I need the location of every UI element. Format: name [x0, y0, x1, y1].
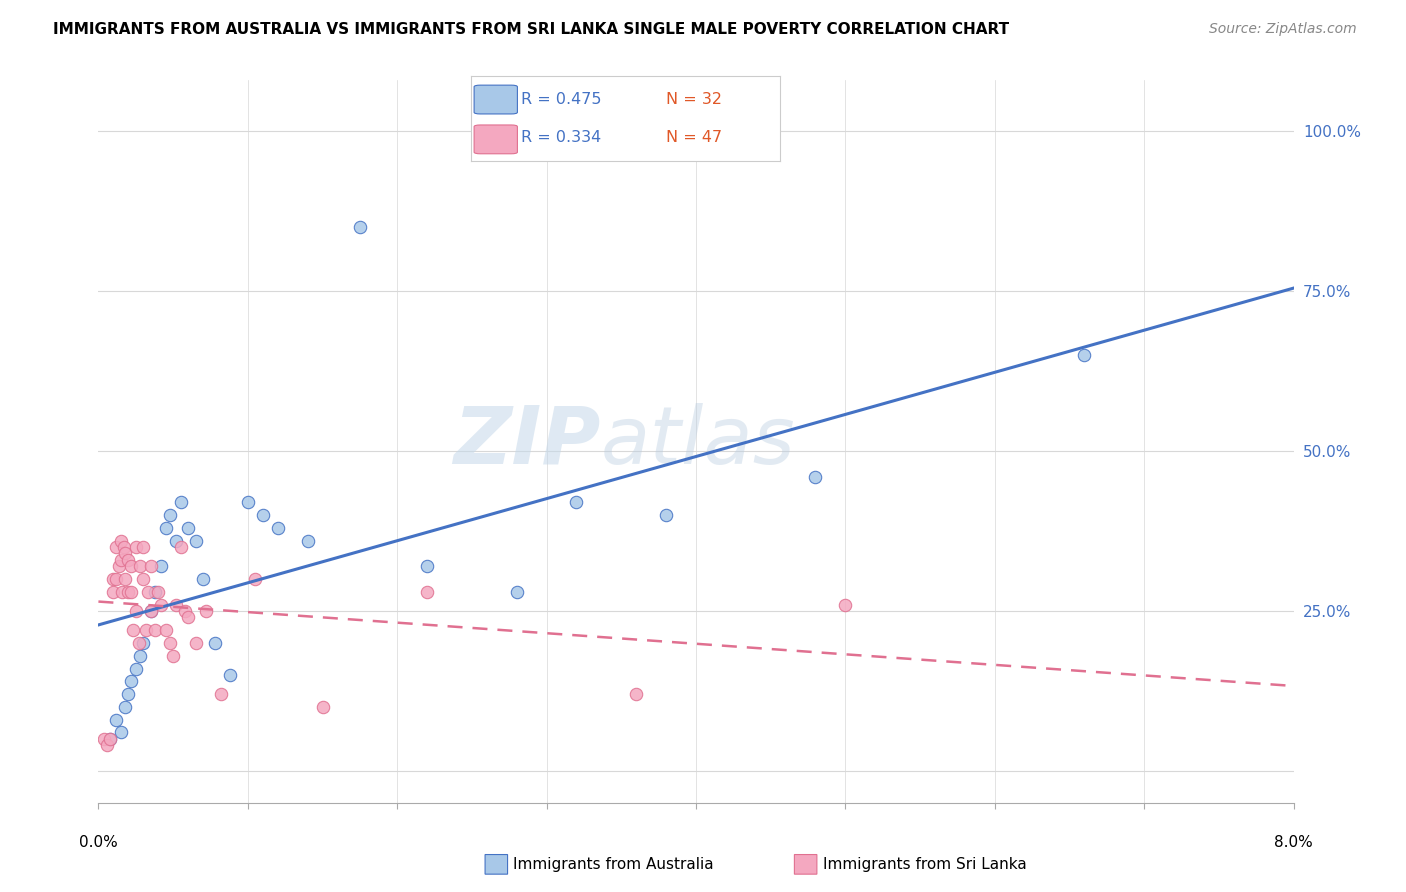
Point — [120, 584, 142, 599]
Point — [128, 636, 150, 650]
Point — [195, 604, 218, 618]
Text: N = 47: N = 47 — [666, 130, 723, 145]
Point — [93, 731, 115, 746]
Point — [135, 623, 157, 637]
Text: ZIP: ZIP — [453, 402, 600, 481]
Point — [120, 674, 142, 689]
Text: N = 32: N = 32 — [666, 92, 721, 107]
Point — [120, 559, 142, 574]
Text: Immigrants from Australia: Immigrants from Australia — [513, 857, 714, 871]
Point — [110, 533, 132, 548]
Point — [804, 469, 827, 483]
Point — [655, 508, 678, 522]
Point — [165, 533, 187, 548]
Point — [204, 636, 226, 650]
Text: 8.0%: 8.0% — [1274, 835, 1313, 850]
Text: Source: ZipAtlas.com: Source: ZipAtlas.com — [1209, 22, 1357, 37]
Text: IMMIGRANTS FROM AUSTRALIA VS IMMIGRANTS FROM SRI LANKA SINGLE MALE POVERTY CORRE: IMMIGRANTS FROM AUSTRALIA VS IMMIGRANTS … — [53, 22, 1010, 37]
Point — [129, 559, 152, 574]
Point — [565, 495, 588, 509]
Point — [129, 648, 152, 663]
Point — [125, 604, 148, 618]
Point — [108, 559, 131, 574]
Point — [165, 598, 187, 612]
Point — [155, 623, 177, 637]
Point — [105, 713, 128, 727]
Point — [834, 598, 856, 612]
Point — [1073, 348, 1095, 362]
Point — [219, 668, 242, 682]
Point — [626, 687, 648, 701]
Point — [112, 540, 135, 554]
Point — [139, 604, 162, 618]
Point — [506, 584, 529, 599]
Point — [98, 731, 122, 746]
Point — [349, 220, 371, 235]
Point — [169, 540, 191, 554]
Point — [111, 584, 134, 599]
Point — [139, 604, 162, 618]
Point — [132, 636, 155, 650]
Text: R = 0.334: R = 0.334 — [520, 130, 600, 145]
Point — [177, 521, 200, 535]
FancyBboxPatch shape — [474, 125, 517, 153]
Point — [148, 584, 170, 599]
Point — [110, 725, 132, 739]
Point — [114, 699, 136, 714]
Point — [177, 610, 200, 624]
Point — [267, 521, 290, 535]
Text: Immigrants from Sri Lanka: Immigrants from Sri Lanka — [823, 857, 1026, 871]
FancyBboxPatch shape — [474, 85, 517, 114]
Point — [114, 572, 136, 586]
Point — [159, 636, 181, 650]
Point — [110, 553, 132, 567]
Point — [132, 572, 155, 586]
Point — [136, 584, 159, 599]
Point — [150, 598, 173, 612]
Point — [105, 572, 128, 586]
Point — [98, 731, 122, 746]
Point — [105, 540, 128, 554]
Point — [117, 687, 139, 701]
Point — [132, 540, 155, 554]
Point — [236, 495, 259, 509]
Point — [252, 508, 274, 522]
Point — [416, 584, 439, 599]
Point — [297, 533, 319, 548]
Point — [174, 604, 197, 618]
Point — [311, 699, 333, 714]
Point — [191, 572, 214, 586]
Point — [96, 738, 118, 752]
Point — [103, 572, 125, 586]
Point — [143, 584, 166, 599]
Point — [125, 540, 148, 554]
Point — [117, 553, 139, 567]
Text: 0.0%: 0.0% — [79, 835, 118, 850]
Point — [184, 636, 207, 650]
Point — [162, 648, 184, 663]
Point — [139, 559, 162, 574]
Text: R = 0.475: R = 0.475 — [520, 92, 600, 107]
Point — [159, 508, 181, 522]
Point — [209, 687, 232, 701]
Point — [184, 533, 207, 548]
Point — [103, 584, 125, 599]
Point — [169, 495, 191, 509]
Point — [143, 623, 166, 637]
Point — [245, 572, 267, 586]
Point — [114, 546, 136, 560]
Point — [155, 521, 177, 535]
Point — [416, 559, 439, 574]
Point — [125, 661, 148, 675]
Text: atlas: atlas — [600, 402, 796, 481]
Point — [150, 559, 173, 574]
Point — [121, 623, 143, 637]
Point — [117, 584, 139, 599]
